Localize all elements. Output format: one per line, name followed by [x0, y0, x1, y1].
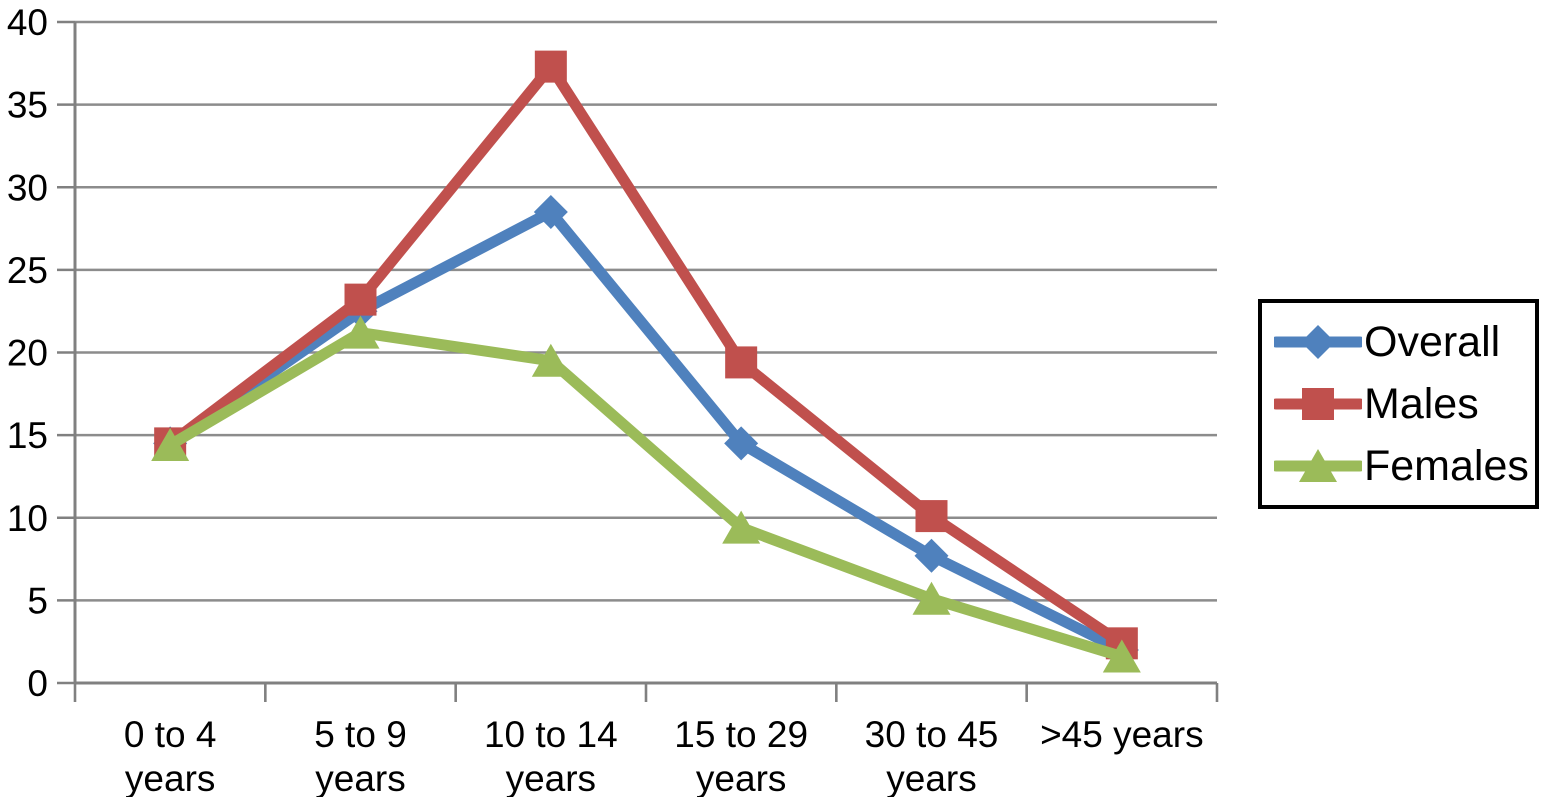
series-line-females	[164, 327, 1128, 663]
series-line-overall	[164, 206, 1128, 656]
marker-triangle	[531, 343, 570, 377]
legend-overall-line-diamond-icon	[1274, 325, 1362, 359]
marker-diamond	[1301, 325, 1335, 359]
y-tick-label: 15	[7, 415, 48, 456]
y-tick-label: 35	[7, 85, 48, 126]
marker-square	[725, 346, 758, 379]
x-tick-label: 5 to 9	[314, 714, 407, 755]
x-tick-label: >45 years	[1040, 714, 1204, 755]
series-line-males	[164, 61, 1128, 649]
marker-triangle	[722, 510, 761, 544]
legend-males-line-square-icon	[1274, 388, 1362, 420]
legend-label-females: Females	[1364, 441, 1529, 490]
x-tick-label: 0 to 4	[124, 714, 217, 755]
legend-item-females: Females	[1274, 443, 1531, 489]
marker-square	[915, 500, 948, 533]
legend-item-males: Males	[1274, 381, 1531, 427]
marker-diamond	[914, 538, 949, 573]
x-tick-label: years	[125, 758, 215, 797]
marker-triangle	[341, 315, 380, 349]
marker-square	[534, 50, 567, 83]
legend-females-line-triangle-icon	[1274, 449, 1362, 482]
marker-square	[344, 283, 377, 316]
y-tick-label: 5	[27, 580, 48, 621]
marker-triangle	[1299, 449, 1337, 482]
y-tick-label: 30	[7, 167, 48, 208]
x-tick-label: 30 to 45	[865, 714, 999, 755]
series-group	[151, 50, 1141, 673]
marker-triangle	[1102, 639, 1141, 673]
x-tick-label: years	[696, 758, 786, 797]
y-tick-label: 40	[7, 2, 48, 43]
marker-diamond	[533, 195, 568, 230]
y-tick-label: 10	[7, 498, 48, 539]
x-tick-label: years	[506, 758, 596, 797]
axes-group	[57, 20, 1219, 702]
y-tick-label: 20	[7, 333, 48, 374]
y-tick-label: 0	[27, 663, 48, 704]
x-tick-label: 15 to 29	[674, 714, 808, 755]
x-tick-label: years	[315, 758, 405, 797]
x-tick-label: years	[886, 758, 976, 797]
legend-label-overall: Overall	[1364, 317, 1501, 366]
marker-triangle	[912, 581, 951, 615]
marker-diamond	[724, 426, 759, 461]
marker-square	[1302, 388, 1334, 420]
legend-label-males: Males	[1364, 379, 1479, 428]
y-tick-label: 25	[7, 250, 48, 291]
legend: Overall Males Females	[1258, 299, 1539, 509]
gridlines-group	[75, 20, 1217, 685]
marker-triangle	[151, 428, 190, 462]
legend-item-overall: Overall	[1274, 319, 1531, 365]
x-tick-label: 10 to 14	[484, 714, 618, 755]
